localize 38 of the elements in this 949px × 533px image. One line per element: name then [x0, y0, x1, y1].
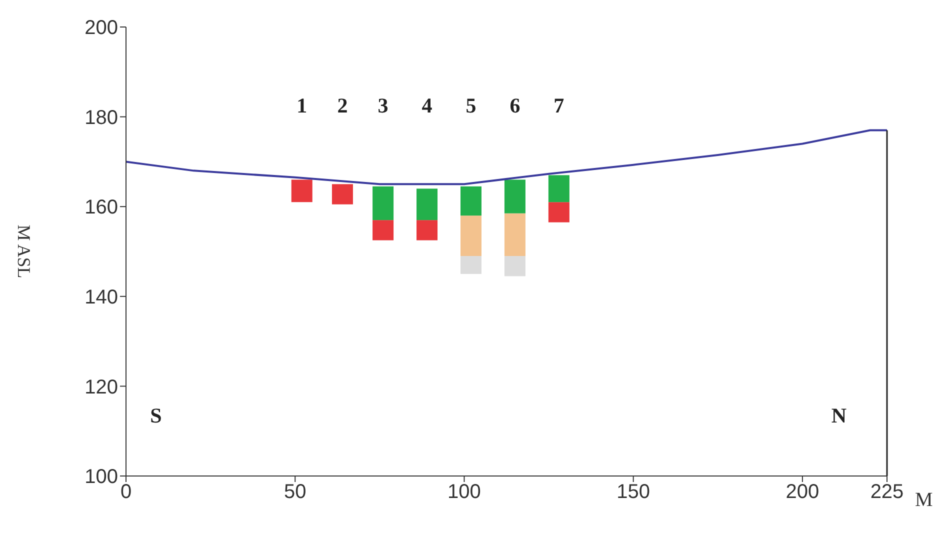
x-tick-label: 50 [284, 481, 306, 504]
bar [460, 216, 482, 256]
bar [460, 256, 482, 274]
annotation: 6 [510, 94, 520, 118]
y-tick-label: 180 [84, 106, 118, 129]
annotation: 7 [554, 94, 564, 118]
y-tick-label: 200 [84, 17, 118, 40]
bar [504, 213, 526, 256]
annotation: 3 [378, 94, 388, 118]
bar [372, 220, 394, 240]
annotation: 4 [422, 94, 433, 118]
annotation: 5 [466, 94, 476, 118]
bar [416, 220, 438, 240]
bar [372, 186, 394, 220]
annotation: N [831, 403, 847, 428]
y-axis-title: M ASL [14, 224, 34, 278]
x-tick-label: 225 [870, 481, 904, 504]
x-tick-label: 100 [448, 481, 481, 504]
bar [548, 202, 570, 222]
x-tick-label: 200 [786, 481, 820, 504]
bar [504, 180, 526, 214]
y-tick-label: 160 [84, 196, 118, 219]
bar [416, 188, 438, 220]
bar [332, 184, 353, 204]
y-tick-label: 100 [84, 466, 118, 488]
y-tick-label: 120 [84, 376, 118, 398]
bar [548, 175, 570, 202]
annotation: 1 [296, 94, 308, 118]
annotation: 2 [337, 94, 348, 118]
x-axis-title: M [915, 489, 933, 511]
line-series [126, 129, 887, 186]
x-tick-label: 0 [120, 481, 132, 504]
bar [460, 186, 482, 216]
x-tick-label: 150 [616, 481, 650, 504]
bar [504, 256, 526, 276]
annotation: S [150, 403, 162, 428]
y-tick-label: 140 [84, 286, 118, 308]
bar [291, 180, 312, 202]
